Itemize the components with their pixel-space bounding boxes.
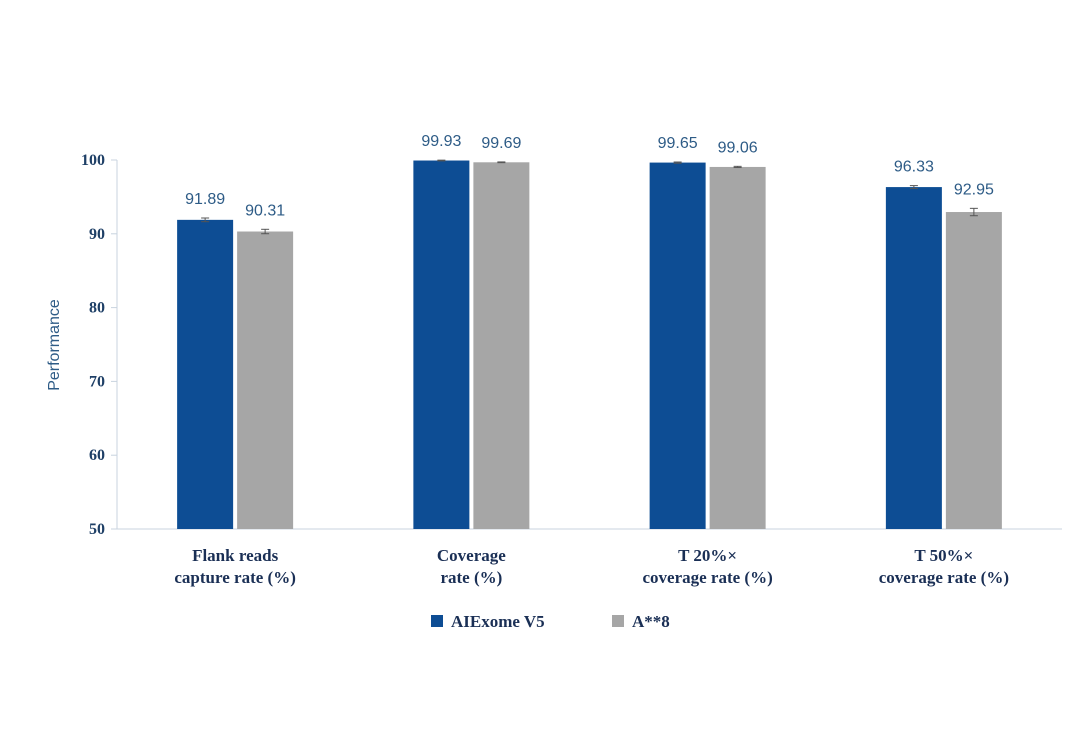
bar [237, 231, 294, 529]
bar [413, 160, 470, 529]
legend-label: A**8 [632, 612, 670, 631]
y-tick-label: 70 [89, 373, 105, 390]
legend: AIExome V5 A**8 [431, 612, 670, 631]
data-label: 99.69 [481, 135, 521, 152]
x-tick-label-line: T 50%× [914, 546, 973, 565]
legend-swatch [431, 615, 443, 627]
bar [945, 212, 1002, 530]
bar [177, 219, 234, 529]
x-tick-label-line: Coverage [437, 546, 506, 565]
data-label: 90.31 [245, 202, 285, 219]
data-label: 96.33 [894, 159, 934, 176]
y-tick-label: 50 [89, 521, 105, 538]
x-labels: Flank reads capture rate (%) Coverage rate … [174, 546, 1009, 587]
x-tick-label: Coverage rate (%) [437, 546, 506, 587]
y-tick-label: 100 [81, 152, 105, 169]
bars: 91.89 90.31 99.93 99.69 99.65 99.06 96.33 92.95 [177, 133, 1002, 530]
data-label: 99.06 [718, 139, 758, 156]
x-tick-label-line: Flank reads [192, 546, 279, 565]
x-tick-label-line: coverage rate (%) [879, 568, 1009, 587]
legend-label: AIExome V5 [451, 612, 545, 631]
y-ticks: 50 60 70 80 90 100 [81, 152, 117, 538]
x-tick-label-line: rate (%) [440, 568, 502, 587]
x-tick-label-line: capture rate (%) [174, 568, 295, 587]
x-tick-label-line: T 20%× [678, 546, 737, 565]
data-label: 92.95 [954, 181, 994, 198]
x-tick-label-line: coverage rate (%) [642, 568, 772, 587]
data-label: 99.93 [421, 133, 461, 150]
y-tick-label: 90 [89, 226, 105, 243]
bar [709, 166, 766, 529]
y-tick-label: 60 [89, 447, 105, 464]
x-tick-label: T 50%× coverage rate (%) [879, 546, 1009, 587]
data-label: 99.65 [658, 135, 698, 152]
bar [649, 162, 706, 529]
bar [473, 162, 530, 530]
data-label: 91.89 [185, 191, 225, 208]
y-tick-label: 80 [89, 300, 105, 317]
y-axis-label: Performance [46, 299, 63, 391]
x-tick-label: T 20%× coverage rate (%) [642, 546, 772, 587]
legend-swatch [612, 615, 624, 627]
bar [885, 187, 942, 529]
x-tick-label: Flank reads capture rate (%) [174, 546, 295, 587]
